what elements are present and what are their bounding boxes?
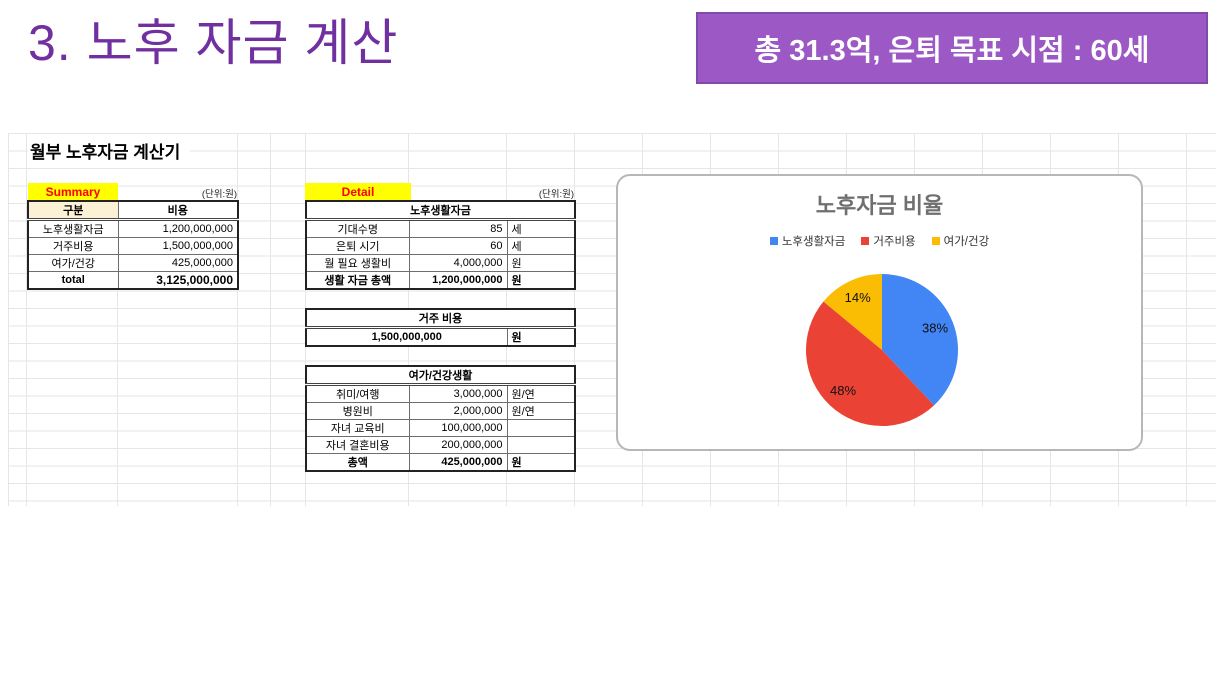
detail-row-value: 425,000,000 <box>408 453 508 472</box>
table-row: 생활 자금 총액 1,200,000,000 원 <box>305 271 576 290</box>
detail-row-value: 100,000,000 <box>408 419 508 437</box>
legend-swatch-icon <box>931 237 940 245</box>
chart-title: 노후자금 비율 <box>815 193 944 218</box>
detail-row-value: 1,200,000,000 <box>408 271 508 290</box>
detail-row-name: 병원비 <box>305 402 410 420</box>
summary-row-value: 1,200,000,000 <box>117 219 239 238</box>
pie-slice-label: 14% <box>845 290 871 305</box>
table-row: 은퇴 시기 60 세 <box>305 237 576 255</box>
detail-row-unit <box>506 436 576 454</box>
detail-row-name: 자녀 교육비 <box>305 419 410 437</box>
housing-unit: 원 <box>506 327 576 347</box>
table-row: 자녀 결혼비용 200,000,000 <box>305 436 576 454</box>
housing-value: 1,500,000,000 <box>305 327 508 347</box>
detail-row-value: 3,000,000 <box>408 384 508 403</box>
grid-line <box>8 133 9 506</box>
table-row: 월 필요 생활비 4,000,000 원 <box>305 254 576 272</box>
table-row: 거주비용 1,500,000,000 <box>27 237 239 255</box>
grid-line <box>270 133 271 506</box>
detail-row-unit: 원/연 <box>506 384 576 403</box>
housing-cost-table: 거주 비용 1,500,000,000 원 <box>305 308 577 347</box>
leisure-health-table: 여가/건강생활 취미/여행 3,000,000 원/연 병원비 2,000,00… <box>305 365 576 472</box>
summary-col-header: 구분 <box>27 200 119 221</box>
table-row: 노후생활자금 1,200,000,000 <box>27 219 239 238</box>
table-row: 병원비 2,000,000 원/연 <box>305 402 576 420</box>
pie-slice <box>806 301 935 427</box>
detail-row-name: 은퇴 시기 <box>305 237 410 255</box>
living-fund-header: 노후생활자금 <box>305 200 576 221</box>
legend-item: 거주비용 <box>861 233 916 249</box>
detail-unit-note: (단위:원) <box>538 189 574 200</box>
detail-row-unit: 세 <box>506 237 576 255</box>
table-header-row: 여가/건강생활 <box>305 365 576 386</box>
pie-slice-label: 48% <box>830 383 856 398</box>
summary-total-row: total 3,125,000,000 <box>27 271 239 289</box>
detail-row-unit: 원 <box>506 254 576 272</box>
table-row: 1,500,000,000 원 <box>305 327 576 347</box>
grid-line <box>1186 133 1187 506</box>
legend-label: 여가/건강 <box>943 236 990 248</box>
detail-row-name: 기대수명 <box>305 219 410 238</box>
leisure-header: 여가/건강생활 <box>305 365 576 386</box>
legend-swatch-icon <box>769 237 778 245</box>
summary-total-value: 3,125,000,000 <box>117 271 239 289</box>
legend-item: 노후생활자금 <box>769 233 846 249</box>
detail-row-value: 85 <box>408 219 508 238</box>
table-row: 기대수명 85 세 <box>305 219 576 238</box>
summary-total-name: total <box>27 271 119 289</box>
pie-chart: 38% 48% 14% <box>806 274 959 427</box>
detail-row-unit <box>506 419 576 437</box>
detail-section-label: Detail <box>305 183 411 201</box>
detail-row-unit: 원 <box>506 271 576 290</box>
housing-header: 거주 비용 <box>305 308 576 329</box>
pie-chart-card: 노후자금 비율 노후생활자금 거주비용 여가/건강 38% 48% 14% <box>616 174 1143 451</box>
legend-label: 노후생활자금 <box>781 236 846 248</box>
detail-row-name: 총액 <box>305 453 410 472</box>
summary-row-name: 거주비용 <box>27 237 119 255</box>
legend-swatch-icon <box>861 237 870 245</box>
legend-item: 여가/건강 <box>931 233 990 249</box>
summary-table: 구분 비용 노후생활자금 1,200,000,000 거주비용 1,500,00… <box>27 200 239 290</box>
table-row: 자녀 교육비 100,000,000 <box>305 419 576 437</box>
summary-row-value: 425,000,000 <box>117 254 239 272</box>
summary-row-name: 노후생활자금 <box>27 219 119 238</box>
pie-slice-label: 38% <box>922 320 948 335</box>
detail-row-unit: 세 <box>506 219 576 238</box>
detail-row-name: 생활 자금 총액 <box>305 271 410 290</box>
summary-unit-note: (단위:원) <box>201 189 237 200</box>
table-row: 총액 425,000,000 원 <box>305 453 576 472</box>
summary-row-value: 1,500,000,000 <box>117 237 239 255</box>
detail-row-unit: 원 <box>506 453 576 472</box>
summary-col-header: 비용 <box>117 200 239 221</box>
living-fund-table: 노후생활자금 기대수명 85 세 은퇴 시기 60 세 월 필요 생활비 4,0… <box>305 200 576 290</box>
table-row: 취미/여행 3,000,000 원/연 <box>305 384 576 403</box>
table-header-row: 구분 비용 <box>27 200 239 221</box>
pie-slice <box>882 274 959 406</box>
retirement-goal-badge: 총 31.3억, 은퇴 목표 시점 : 60세 <box>696 12 1208 84</box>
table-row: 여가/건강 425,000,000 <box>27 254 239 272</box>
detail-row-unit: 원/연 <box>506 402 576 420</box>
chart-legend: 노후생활자금 거주비용 여가/건강 <box>618 233 1141 249</box>
grid-line <box>26 133 27 506</box>
detail-row-value: 60 <box>408 237 508 255</box>
table-header-row: 거주 비용 <box>305 308 576 329</box>
grid-line <box>117 183 118 506</box>
detail-row-name: 자녀 결혼비용 <box>305 436 410 454</box>
table-header-row: 노후생활자금 <box>305 200 576 221</box>
page-title: 3. 노후 자금 계산 <box>28 15 399 71</box>
detail-row-value: 200,000,000 <box>408 436 508 454</box>
detail-row-value: 4,000,000 <box>408 254 508 272</box>
summary-row-name: 여가/건강 <box>27 254 119 272</box>
detail-row-value: 2,000,000 <box>408 402 508 420</box>
detail-row-name: 취미/여행 <box>305 384 410 403</box>
summary-section-label: Summary <box>28 183 118 201</box>
grid-line <box>237 133 238 506</box>
legend-label: 거주비용 <box>873 236 916 248</box>
detail-row-name: 월 필요 생활비 <box>305 254 410 272</box>
sheet-title: 월부 노후자금 계산기 <box>28 136 191 165</box>
pie-slice <box>823 274 882 350</box>
